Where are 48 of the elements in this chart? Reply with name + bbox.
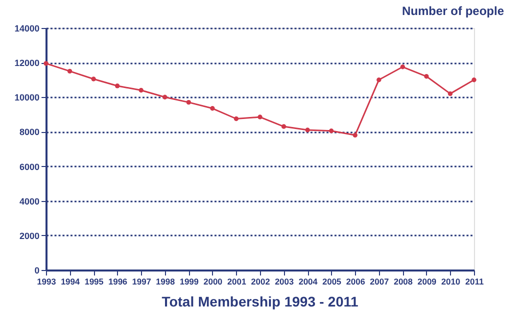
- x-tick-label: 1997: [132, 276, 152, 286]
- point: [448, 91, 453, 96]
- point: [210, 106, 215, 111]
- y-tick-label: 8000: [19, 127, 40, 138]
- x-tick-label: 2001: [227, 276, 246, 286]
- x-tick-label: 2005: [322, 276, 342, 286]
- point: [305, 128, 310, 132]
- point: [186, 100, 192, 105]
- y-tick-label: 14000: [14, 24, 40, 34]
- point: [138, 88, 144, 93]
- x-tick-label: 1999: [180, 276, 199, 286]
- point: [234, 116, 239, 122]
- x-tick-label: 2003: [274, 276, 294, 286]
- point: [44, 61, 48, 66]
- x-tick-label: 2000: [203, 276, 223, 286]
- point: [376, 78, 382, 82]
- x-tick-label: 2004: [298, 276, 318, 286]
- y-tick-label: 6000: [19, 162, 40, 172]
- point: [328, 128, 334, 134]
- x-tick-label: 1998: [156, 276, 176, 286]
- x-tick-label: 1995: [84, 276, 104, 286]
- point: [424, 74, 429, 79]
- point: [162, 94, 168, 100]
- x-tick-label: 1994: [60, 276, 80, 286]
- point: [114, 84, 120, 88]
- x-tick-label: 2008: [394, 276, 413, 286]
- x-tick-label: 2010: [441, 276, 460, 286]
- text: Total Membership 1993 - 2011: [162, 294, 359, 310]
- x-tick-label: 2009: [417, 276, 437, 286]
- x-tick-label: 1993: [37, 276, 56, 286]
- y-tick-label: 0: [34, 266, 40, 276]
- point: [400, 64, 406, 70]
- point: [67, 68, 72, 74]
- y-tick-label: 10000: [14, 92, 40, 103]
- x-tick-label: 2002: [251, 276, 270, 286]
- y-tick-label: 12000: [14, 58, 40, 68]
- point: [91, 76, 96, 82]
- x-tick-label: 1996: [108, 276, 128, 286]
- y-tick-label: 2000: [19, 230, 40, 241]
- x-tick-label: 2007: [370, 276, 390, 286]
- point: [472, 78, 476, 82]
- x-tick-label: 2011: [465, 276, 484, 286]
- point: [258, 114, 262, 120]
- point: [281, 124, 286, 129]
- y-axis-title: Number of people: [402, 4, 504, 18]
- point: [352, 132, 358, 138]
- x-tick-label: 2006: [346, 276, 366, 286]
- y-tick-label: 4000: [19, 196, 40, 206]
